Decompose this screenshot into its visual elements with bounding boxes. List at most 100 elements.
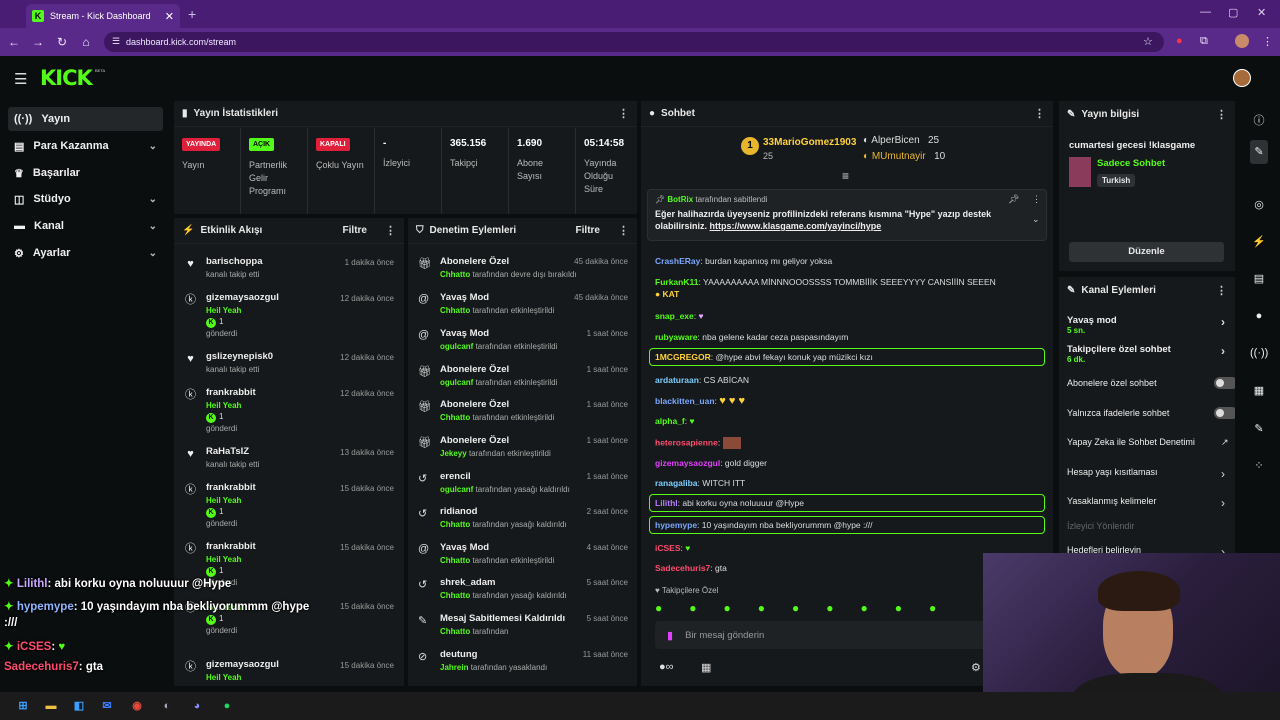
filter-button[interactable]: Filtre: [575, 225, 600, 236]
chevron-down-icon: ⌄: [148, 220, 157, 232]
close-window-icon[interactable]: ✕: [1257, 7, 1267, 19]
reload-icon[interactable]: ↻: [56, 35, 68, 49]
top-gifter-2[interactable]: ◐ AlperBicen 25: [863, 135, 940, 146]
category-link[interactable]: Sadece Sohbet: [1097, 158, 1166, 169]
extensions-puzzle-icon[interactable]: ⧉: [1200, 35, 1208, 47]
layout-icon[interactable]: ▦: [1253, 385, 1265, 397]
action-izleyici-yonlendir[interactable]: İzleyici Yönlendir: [1067, 521, 1135, 531]
emote-bar[interactable]: ●●●●●●●●●: [655, 601, 964, 615]
emote-picker-icon[interactable]: ●∞: [659, 661, 674, 673]
row-sub: kanalı takip etti: [206, 460, 260, 469]
browser-tab[interactable]: K Stream - Kick Dashboard ✕: [26, 4, 180, 28]
home-icon[interactable]: ⌂: [82, 35, 90, 49]
pinned-link[interactable]: https://www.klasgame.com/yayinci/hype: [709, 221, 882, 231]
more-icon[interactable]: ⋮: [1216, 284, 1227, 297]
chat-message[interactable]: iCSES: ♥: [655, 543, 691, 553]
chat-message[interactable]: rubyaware: nba gelene kadar ceza paspası…: [655, 332, 849, 342]
close-tab-icon[interactable]: ✕: [164, 10, 174, 23]
chat-message[interactable]: gizemaysaozgul: gold digger: [655, 458, 767, 468]
site-info-icon[interactable]: ☰: [112, 36, 121, 46]
browser-menu-icon[interactable]: ⋮: [1262, 36, 1273, 48]
chat-bubble-icon[interactable]: ●: [1255, 310, 1263, 322]
action-takipci-ozel[interactable]: Takipçilere özel sohbet 6 dk. ›: [1067, 344, 1225, 364]
chat-message-highlighted[interactable]: 1MCGREGOR: @hype abvi fekayı konuk yap m…: [649, 348, 1045, 366]
spotify-icon[interactable]: ●: [223, 700, 231, 712]
lightning-icon[interactable]: ⚡: [1252, 236, 1266, 248]
action-yapay-zeka[interactable]: Yapay Zeka ile Sohbet Denetimi ↗: [1067, 437, 1229, 447]
chat-input[interactable]: ▮ Bir mesaj gönderin: [655, 621, 1045, 649]
windows-start-icon[interactable]: ⊞: [18, 700, 28, 712]
toggle-switch[interactable]: [1214, 377, 1235, 389]
filter-button[interactable]: Filtre: [342, 225, 367, 236]
chat-message[interactable]: blackitten_uan: ♥ ♥ ♥: [655, 395, 745, 407]
user-avatar[interactable]: [1233, 69, 1251, 87]
apps-icon[interactable]: ⁘: [1254, 460, 1264, 472]
store-icon[interactable]: ◧: [73, 700, 85, 712]
pin-icon[interactable]: 📌︎: [1008, 194, 1020, 204]
chat-message[interactable]: heterosapienne:: [655, 437, 1045, 449]
more-icon[interactable]: ⋮: [1034, 108, 1045, 120]
sidebar-item-ayarlar[interactable]: ⚙ Ayarlar ⌄: [8, 241, 163, 265]
maximize-icon[interactable]: ▢: [1228, 7, 1239, 19]
chat-message[interactable]: alpha_f: ♥: [655, 416, 695, 426]
bookmark-star-icon[interactable]: ☆: [1143, 36, 1153, 48]
moderation-row: 🎁︎ Abonelere Özel Jekeyy tarafından etkinl…: [408, 435, 637, 458]
sidebar-item-yayin[interactable]: ((·)) Yayın: [8, 107, 163, 131]
kick-logo[interactable]: KICK: [40, 66, 93, 90]
toggle-switch[interactable]: [1214, 407, 1235, 419]
more-icon[interactable]: ⋮: [385, 225, 396, 237]
target-icon[interactable]: ◎: [1254, 199, 1264, 211]
edit-icon[interactable]: ✎: [1250, 140, 1268, 164]
chat-message-highlighted[interactable]: Lilithl: abi korku oyna noluuuur @Hype: [649, 494, 1045, 512]
top-gifter-name[interactable]: 33MarioGomez1903: [763, 137, 857, 148]
chat-message[interactable]: Sadecehuris7: gta: [655, 563, 727, 573]
chat-message[interactable]: CrashERay: burdan kapanıoş mı geliyor yo…: [655, 256, 833, 266]
more-icon[interactable]: ⋮: [618, 225, 629, 237]
hamburger-menu-icon[interactable]: ☰: [14, 71, 28, 88]
sidebar-item-studyo[interactable]: ◫ Stüdyo ⌄: [8, 187, 163, 211]
extension-icon[interactable]: ●: [1176, 35, 1183, 47]
new-tab-icon[interactable]: +: [188, 6, 197, 22]
chat-message[interactable]: ardaturaan: CS ABİCAN: [655, 375, 750, 385]
profile-icon[interactable]: [1235, 34, 1249, 48]
info-icon[interactable]: ⓘ: [1253, 115, 1265, 127]
file-explorer-icon[interactable]: ▬: [45, 700, 57, 712]
top-gifter-3[interactable]: ◐ MUmutnayir 10: [863, 151, 946, 162]
activity-feed-panel: ⚡ Etkinlik Akışı Filtre ⋮ ♥ barischoppa kanal…: [174, 218, 404, 686]
stat-value: 365.156: [450, 138, 487, 149]
url-field[interactable]: ☰ dashboard.kick.com/stream: [104, 32, 1164, 52]
chat-message[interactable]: ranagaliba: WITCH ITT: [655, 478, 746, 488]
steam-icon[interactable]: ◐: [163, 700, 171, 712]
chevron-down-icon[interactable]: ⌄: [1032, 214, 1040, 224]
row-title: deutung: [440, 649, 478, 660]
chrome-icon[interactable]: ◉: [132, 700, 142, 712]
collapse-icon[interactable]: ≡: [842, 169, 850, 183]
action-yasakli-kelimeler[interactable]: Yasaklanmış kelimeler ›: [1067, 496, 1225, 510]
more-icon[interactable]: ⋮: [618, 108, 629, 120]
outlook-icon[interactable]: ✉: [102, 700, 112, 712]
back-icon[interactable]: ←: [8, 35, 20, 49]
more-icon[interactable]: ⋮: [1032, 194, 1041, 204]
edit-button[interactable]: Düzenle: [1069, 242, 1224, 262]
wrench-icon[interactable]: ✎: [1254, 423, 1264, 435]
forward-icon[interactable]: →: [32, 35, 44, 49]
chat-message[interactable]: snap_exe: ♥: [655, 311, 704, 321]
sidebar-item-basarilar[interactable]: ♛ Başarılar: [8, 161, 163, 185]
action-yavas-mod[interactable]: Yavaş mod 5 sn. ›: [1067, 315, 1225, 335]
broadcast-icon[interactable]: ((·)): [1250, 347, 1269, 359]
chat-message[interactable]: FurkanK11: YAAAAAAAAA MİNNNOOOSSSS TOMMB…: [655, 277, 996, 287]
action-hedefler[interactable]: Hedefleri belirleyin ›: [1067, 545, 1225, 559]
action-ifade-ozel[interactable]: Yalnızca ifadelerle sohbet: [1067, 407, 1235, 419]
more-icon[interactable]: ⋮: [1216, 108, 1227, 121]
chat-settings-icon[interactable]: ⚙: [971, 662, 981, 674]
action-hesap-yasi[interactable]: Hesap yaşı kısıtlaması ›: [1067, 467, 1225, 481]
document-icon[interactable]: ▤: [1253, 273, 1265, 285]
store-icon[interactable]: ▦: [701, 662, 712, 674]
discord-icon[interactable]: ◕: [193, 700, 201, 712]
sidebar-item-para-kazanma[interactable]: ▤ Para Kazanma ⌄: [8, 134, 163, 158]
chat-message-highlighted[interactable]: hypemype: 10 yaşındayım nba bekliyorummm…: [649, 516, 1045, 534]
minimize-icon[interactable]: —: [1200, 6, 1211, 18]
sidebar-item-kanal[interactable]: ▬ Kanal ⌄: [8, 214, 163, 238]
row-sub: kanalı takip etti: [206, 365, 260, 374]
action-abone-ozel[interactable]: Abonelere özel sohbet: [1067, 377, 1235, 389]
